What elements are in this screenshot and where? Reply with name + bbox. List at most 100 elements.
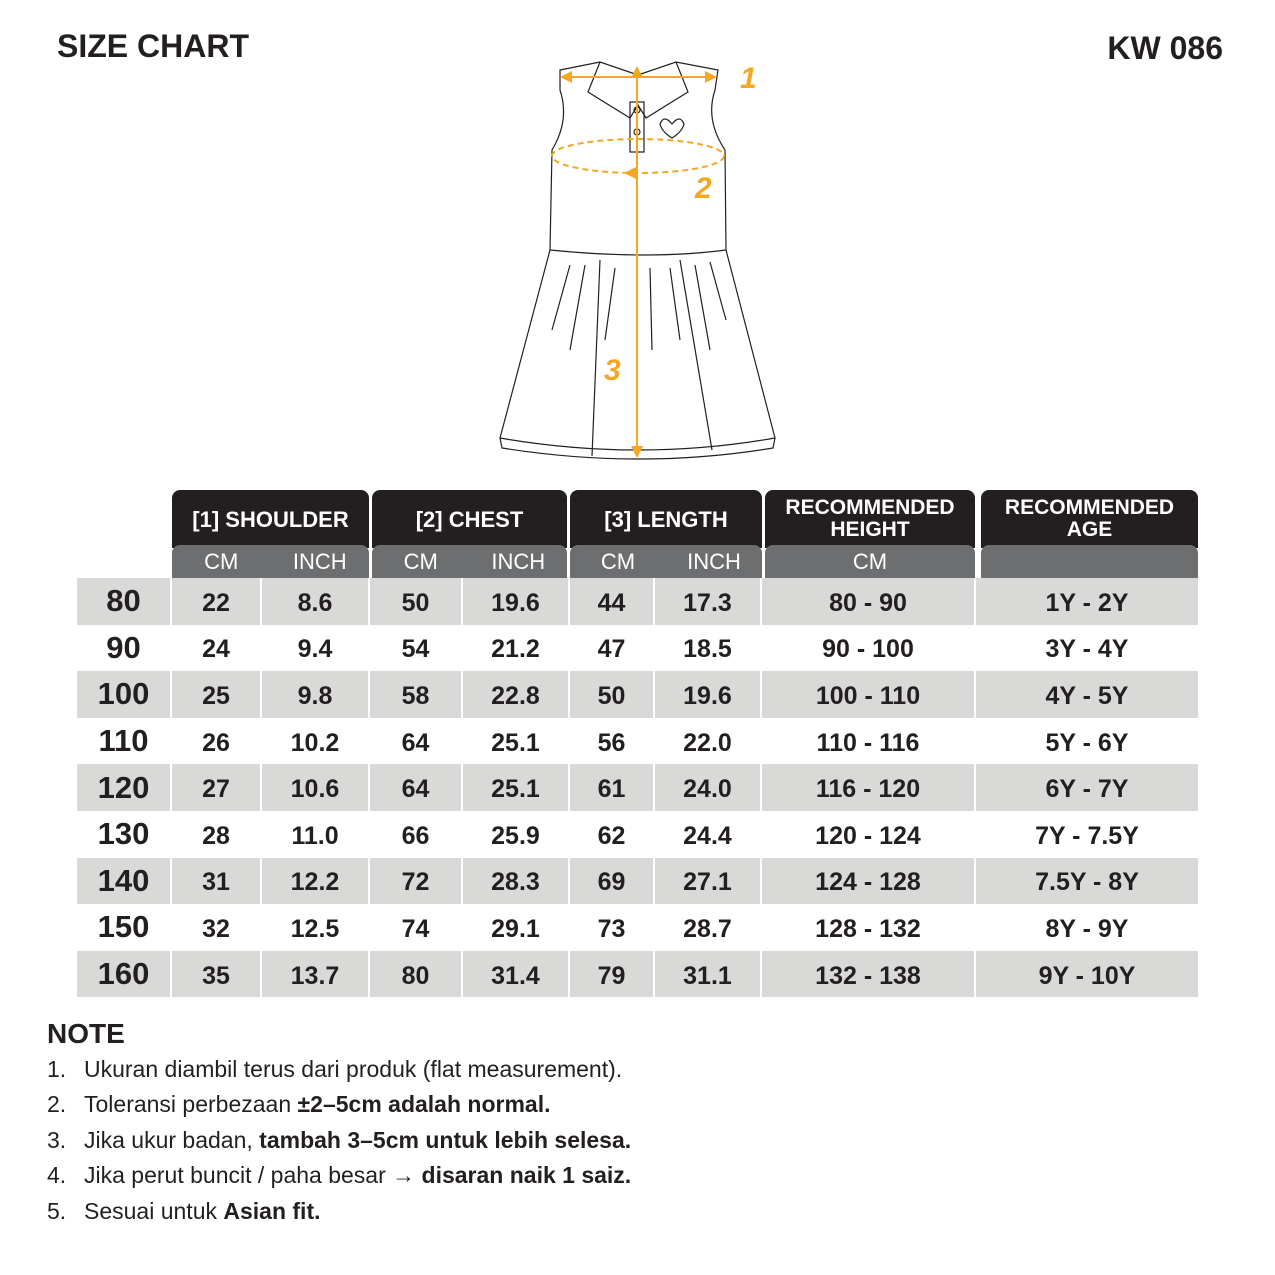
note-item: 3. Jika ukur badan, tambah 3–5cm untuk le… xyxy=(47,1123,631,1159)
table-cell: 110 - 116 xyxy=(762,717,976,765)
unit-inch: INCH xyxy=(292,549,347,574)
note-item: 4. Jika perut buncit / paha besar → disar… xyxy=(47,1158,631,1194)
page-title: SIZE CHART xyxy=(57,28,249,64)
table-row: 140 31 12.2 72 28.3 69 27.1 124 - 128 7.5Y - 8Y xyxy=(77,857,1198,905)
marker-1: 1 xyxy=(740,62,757,95)
size-label: 130 xyxy=(77,811,172,858)
size-label: 150 xyxy=(77,904,172,951)
table-cell: 25.1 xyxy=(463,717,570,765)
note-number: 4. xyxy=(47,1162,67,1188)
table-cell: 24.4 xyxy=(655,811,762,858)
table-cell: 24 xyxy=(172,624,262,672)
table-cell: 31 xyxy=(172,857,262,905)
note-number: 1. xyxy=(47,1055,67,1082)
size-label: 100 xyxy=(77,671,172,718)
table-cell: 25.9 xyxy=(463,811,570,858)
size-label: 120 xyxy=(77,764,172,811)
note-number: 5. xyxy=(47,1197,67,1224)
table-cell: 12.5 xyxy=(262,904,370,951)
header-chest: [2] CHEST xyxy=(372,490,567,548)
table-cell: 62 xyxy=(570,811,655,858)
table-cell: 18.5 xyxy=(655,624,762,672)
note-item: 5. Sesuai untuk Asian fit. xyxy=(47,1194,631,1230)
note-number: 2. xyxy=(47,1091,67,1117)
table-cell: 4Y - 5Y xyxy=(1045,681,1129,710)
table-cell: 9Y - 10Y xyxy=(1038,961,1136,990)
table-cell: 9.4 xyxy=(262,624,370,672)
subheader-shoulder: CM INCH xyxy=(172,545,369,578)
header-age: RECOMMENDED AGE xyxy=(981,490,1198,548)
table-cell: 22.0 xyxy=(655,717,762,765)
table-cell: 80 xyxy=(370,950,463,998)
table-cell: 28 xyxy=(172,811,262,858)
table-cell: 35 xyxy=(172,950,262,998)
table-row: 90 24 9.4 54 21.2 47 18.5 90 - 100 3Y - 4Y xyxy=(77,624,1198,672)
table-cell: 124 - 128 xyxy=(762,857,976,905)
table-row: 150 32 12.5 74 29.1 73 28.7 128 - 132 8Y - 9Y xyxy=(77,904,1198,951)
table-cell: 58 xyxy=(370,671,463,718)
table-cell: 9.8 xyxy=(262,671,370,718)
table-cell: 22 xyxy=(172,578,262,625)
header-length: [3] LENGTH xyxy=(570,490,762,548)
table-row: 120 27 10.6 64 25.1 61 24.0 116 - 120 6Y - 7Y xyxy=(77,764,1198,811)
table-cell: 28.3 xyxy=(463,857,570,905)
table-cell: 44 xyxy=(570,578,655,625)
header-shoulder: [1] SHOULDER xyxy=(172,490,369,548)
table-row: 100 25 9.8 58 22.8 50 19.6 100 - 110 4Y - 5Y xyxy=(77,671,1198,718)
table-row: 130 28 11.0 66 25.9 62 24.4 120 - 124 7Y - 7.5Y xyxy=(77,811,1198,858)
notes: NOTE 1. Ukuran diambil terus dari produk … xyxy=(47,1016,631,1229)
subheader-chest: CM INCH xyxy=(372,545,567,578)
table-cell: 32 xyxy=(172,904,262,951)
subheader-length: CM INCH xyxy=(570,545,762,578)
table-cell: 1Y - 2Y xyxy=(1045,588,1129,617)
note-bold-text: tambah 3–5cm untuk lebih selesa. xyxy=(259,1126,632,1153)
table-cell: 11.0 xyxy=(262,811,370,858)
subheader-height: CM xyxy=(765,545,975,578)
table-cell: 19.6 xyxy=(655,671,762,718)
dress-diagram: 1 2 3 xyxy=(499,61,776,460)
table-cell: 31.4 xyxy=(463,950,570,998)
table-cell: 47 xyxy=(570,624,655,672)
table-cell: 90 - 100 xyxy=(762,624,976,672)
subheader-age xyxy=(981,545,1198,578)
table-cell: 26 xyxy=(172,717,262,765)
note-text: Sesuai untuk xyxy=(84,1197,224,1224)
table-cell: 31.1 xyxy=(655,950,762,998)
table-cell: 79 xyxy=(570,950,655,998)
note-bold-text: ±2–5cm adalah normal. xyxy=(297,1091,551,1117)
table-row: 80 22 8.6 50 19.6 44 17.3 80 - 90 1Y - 2Y xyxy=(77,578,1198,625)
table-cell: 64 xyxy=(370,764,463,811)
table-cell: 24.0 xyxy=(655,764,762,811)
table-cell: 56 xyxy=(570,717,655,765)
note-text: Jika ukur badan, xyxy=(84,1126,260,1153)
size-label: 160 xyxy=(77,950,172,998)
table-cell: 10.2 xyxy=(262,717,370,765)
note-text: Ukuran diambil terus dari produk (flat m… xyxy=(84,1055,623,1082)
unit-cm: CM xyxy=(600,549,636,574)
marker-2: 2 xyxy=(694,172,712,205)
size-label: 80 xyxy=(77,578,172,625)
table-cell: 25 xyxy=(172,671,262,718)
note-text: Toleransi perbezaan xyxy=(84,1091,298,1117)
table-cell: 17.3 xyxy=(655,578,762,625)
table-cell: 3Y - 4Y xyxy=(1045,635,1129,664)
size-label: 140 xyxy=(77,857,172,905)
note-heading: NOTE xyxy=(47,1018,125,1049)
table-row: 160 35 13.7 80 31.4 79 31.1 132 - 138 9Y - 10Y xyxy=(77,950,1198,998)
table-cell: 21.2 xyxy=(463,624,570,672)
table-cell: 6Y - 7Y xyxy=(1045,775,1129,804)
table-cell: 100 - 110 xyxy=(762,671,976,718)
unit-inch: INCH xyxy=(491,549,546,574)
size-label: 90 xyxy=(77,624,172,672)
note-text: Jika perut buncit / paha besar → xyxy=(84,1162,422,1188)
note-bold-text: disaran naik 1 saiz. xyxy=(421,1162,632,1188)
table-cell: 73 xyxy=(570,904,655,951)
table-cell: 12.2 xyxy=(262,857,370,905)
table-cell: 61 xyxy=(570,764,655,811)
marker-3: 3 xyxy=(604,354,621,387)
table-cell: 8.6 xyxy=(262,578,370,625)
table-cell: 116 - 120 xyxy=(762,764,976,811)
table-cell: 120 - 124 xyxy=(762,811,976,858)
note-item: 1. Ukuran diambil terus dari produk (flat… xyxy=(47,1052,631,1088)
table-cell: 69 xyxy=(570,857,655,905)
